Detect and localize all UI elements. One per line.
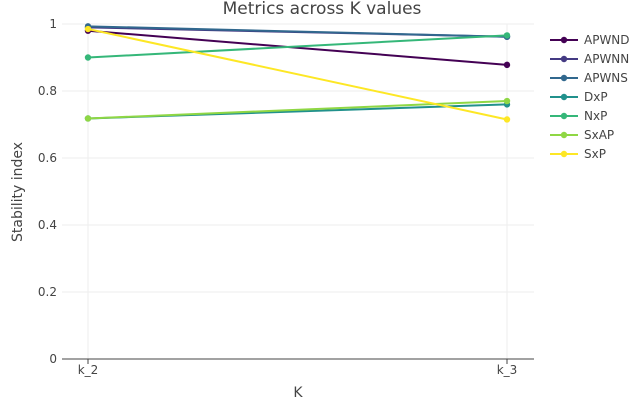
y-tick-label: 1 <box>49 17 57 31</box>
axis-layer: 0 0.2 0.4 0.6 0.8 1 k_2 k_3 <box>38 17 534 377</box>
legend-item-apwnd[interactable]: APWND <box>550 33 630 47</box>
series-line-sxp <box>87 28 508 121</box>
series-line-nxp <box>87 34 508 59</box>
y-tick-label: 0.8 <box>38 84 57 98</box>
data-point-sxp <box>84 25 92 33</box>
legend-item-dxp[interactable]: DxP <box>550 90 608 104</box>
data-point-nxp <box>84 54 92 61</box>
series-line-sxap <box>87 100 508 120</box>
y-tick-label: 0 <box>49 352 57 366</box>
data-point-apwnd <box>503 61 511 69</box>
legend[interactable]: APWND APWNN APWNS DxP NxP SxAP SxP <box>550 33 630 161</box>
y-tick-label: 0.4 <box>38 218 57 232</box>
data-point-sxap <box>503 97 511 105</box>
legend-swatch-marker <box>560 112 568 120</box>
legend-label: APWND <box>584 33 630 47</box>
y-axis-title: Stability index <box>10 142 26 242</box>
series-layer <box>84 23 511 123</box>
legend-label: DxP <box>584 90 608 104</box>
series-line-apwns <box>87 25 508 38</box>
legend-item-apwns[interactable]: APWNS <box>550 71 628 85</box>
legend-label: SxP <box>584 147 606 161</box>
legend-label: APWNN <box>584 52 629 66</box>
legend-swatch-marker <box>560 131 568 139</box>
series-line-apwnd <box>87 29 508 66</box>
legend-item-apwnn[interactable]: APWNN <box>550 52 629 66</box>
x-tick-label: k_2 <box>78 363 99 377</box>
legend-swatch-marker <box>560 93 568 101</box>
data-point-sxap <box>84 115 92 122</box>
legend-label: SxAP <box>584 128 614 142</box>
legend-swatch-marker <box>560 36 568 44</box>
legend-item-nxp[interactable]: NxP <box>550 109 607 123</box>
x-axis-title: K <box>293 385 303 400</box>
grid-layer <box>62 23 534 359</box>
legend-item-sxap[interactable]: SxAP <box>550 128 614 142</box>
y-tick-label: 0.6 <box>38 151 57 165</box>
x-tick-label: k_3 <box>497 363 518 377</box>
legend-swatch-marker <box>560 150 568 158</box>
legend-swatch-marker <box>560 55 568 63</box>
chart-title: Metrics across K values <box>223 0 422 19</box>
legend-label: APWNS <box>584 71 628 85</box>
data-point-sxp <box>503 116 511 123</box>
legend-item-sxp[interactable]: SxP <box>550 147 606 161</box>
legend-swatch-marker <box>560 74 568 82</box>
y-tick-label: 0.2 <box>38 285 57 299</box>
data-point-nxp <box>503 32 511 39</box>
legend-label: NxP <box>584 109 607 123</box>
